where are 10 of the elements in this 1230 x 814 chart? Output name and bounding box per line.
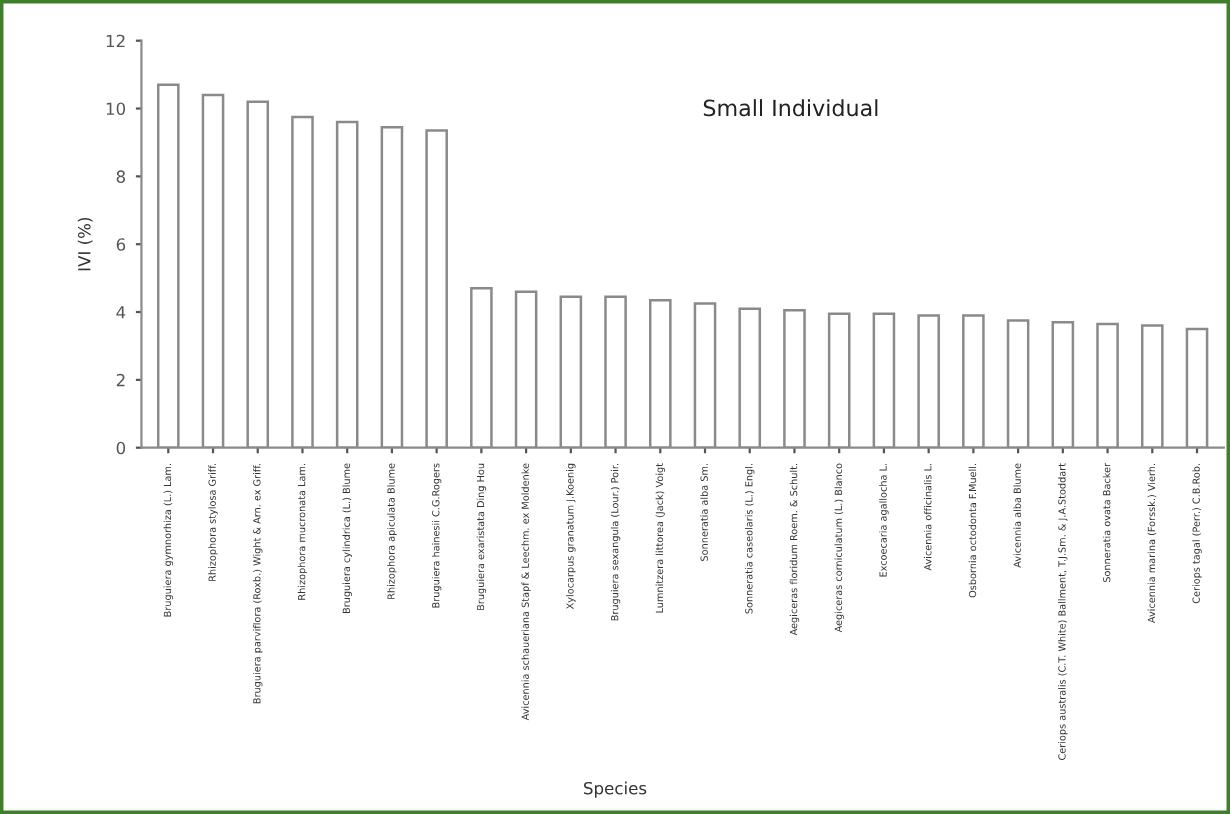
y-tick-label: 6 bbox=[116, 238, 126, 251]
y-tick-label: 10 bbox=[106, 102, 126, 116]
y-tick-label: 8 bbox=[116, 170, 126, 183]
y-tick-label: 0 bbox=[116, 441, 126, 455]
text: Small Individual bbox=[703, 99, 878, 117]
y-tick-label: 2 bbox=[116, 373, 125, 387]
y-axis-title: IVI (%) bbox=[77, 217, 93, 271]
x-axis-title: Species bbox=[584, 781, 647, 798]
y-tick-label: 12 bbox=[106, 34, 125, 48]
y-tick-label: 4 bbox=[116, 306, 126, 319]
